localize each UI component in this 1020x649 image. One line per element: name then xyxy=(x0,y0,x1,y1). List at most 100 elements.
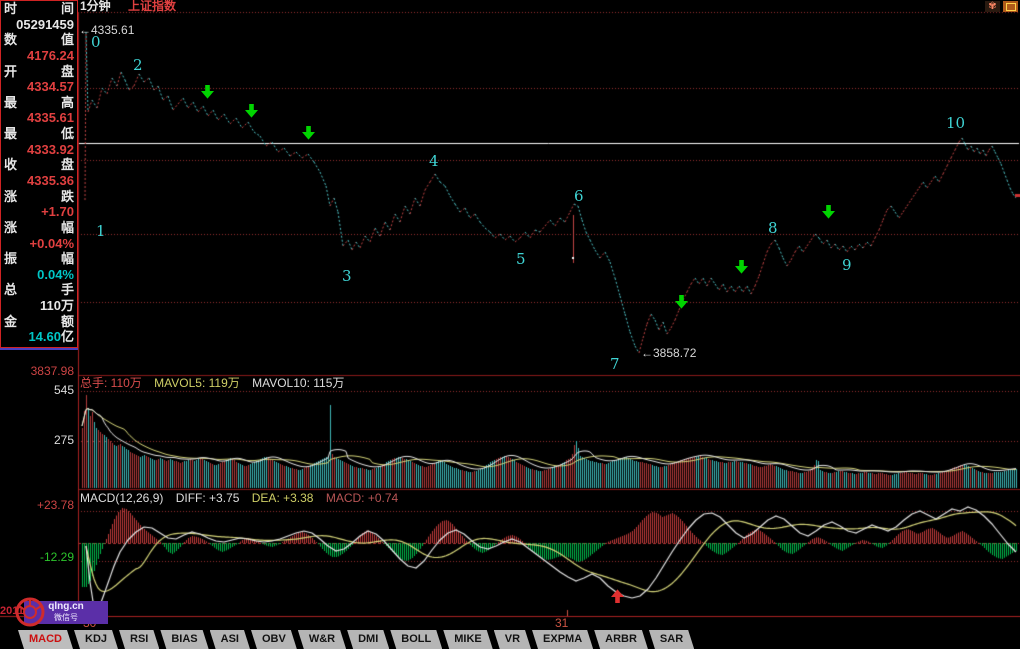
field-label-char: 收 xyxy=(4,157,18,173)
sidebar-field-value-row: 14.60亿 xyxy=(1,329,77,345)
field-value: 110 xyxy=(40,298,61,314)
field-label-char: 低 xyxy=(60,126,74,142)
sell-signal-arrow-icon xyxy=(302,126,315,140)
field-value: 4335.36 xyxy=(27,173,74,188)
field-value: 4334.57 xyxy=(27,79,74,95)
volume-total-label: 总手: 110万 xyxy=(80,376,142,390)
tab-bias[interactable]: BIAS xyxy=(160,630,208,649)
field-value: 4335.61 xyxy=(27,110,74,126)
sidebar-field-label-row: 金额 xyxy=(1,314,77,330)
field-value-unit: 万 xyxy=(60,298,74,314)
field-label-char: 盘 xyxy=(60,63,74,79)
tab-kdj[interactable]: KDJ xyxy=(74,630,118,649)
tab-mike[interactable]: MIKE xyxy=(443,630,493,649)
field-value-unit: 亿 xyxy=(60,329,74,345)
indicator-tab-bar: MACD KDJ RSI BIAS ASI OBV W&R DMI BOLL MIKE VR EXPM… xyxy=(0,630,1020,649)
field-label-char: 幅 xyxy=(60,251,74,267)
field-label-char: 涨 xyxy=(4,188,18,204)
tab-rsi[interactable]: RSI xyxy=(119,630,159,649)
sell-signal-arrow-icon xyxy=(675,295,688,309)
field-label-char: 涨 xyxy=(4,219,18,235)
macd-panel-header: MACD(12,26,9) DIFF: +3.75 DEA: +3.38 MAC… xyxy=(80,492,407,504)
field-label-char: 值 xyxy=(60,32,74,48)
sidebar-field-value-row: +0.04% xyxy=(1,236,77,252)
restore-window-icon-glyph xyxy=(1005,2,1016,11)
quote-sidebar: 时间 05291459 数值 4176.24 开盘 4334.57 最高 4335.61 最低 4… xyxy=(0,0,78,348)
sidebar-field-value-row: 4334.57 xyxy=(1,79,77,95)
restore-window-icon[interactable] xyxy=(1003,1,1018,12)
flower-icon[interactable]: ✾ xyxy=(985,1,1000,12)
macd-axis-max-label: +23.78 xyxy=(36,498,74,512)
sidebar-field-label-row: 收盘 xyxy=(1,157,77,173)
swing-number-label: 2 xyxy=(133,56,143,74)
swing-number-label: 5 xyxy=(516,250,526,268)
sidebar-field-label-row: 最高 xyxy=(1,95,77,111)
swing-number-label: 7 xyxy=(610,355,620,373)
tab-arbr[interactable]: ARBR xyxy=(594,630,648,649)
sidebar-field-value-row: 4333.92 xyxy=(1,142,77,158)
period-label: 1分钟 xyxy=(80,0,111,13)
sidebar-bottom-accent-line xyxy=(0,348,78,350)
index-name-label[interactable]: 上证指数 xyxy=(128,0,177,13)
quote-sidebar-rows: 时间 05291459 数值 4176.24 开盘 4334.57 最高 4335.61 最低 4… xyxy=(1,1,77,345)
tab-wandr[interactable]: W&R xyxy=(298,630,346,649)
field-value: 4333.92 xyxy=(27,141,74,157)
field-value: 14.60 xyxy=(28,329,61,345)
field-value: +1.70 xyxy=(41,204,74,220)
sidebar-field-label-row: 数值 xyxy=(1,32,77,48)
sidebar-field-label-row: 涨跌 xyxy=(1,189,77,205)
field-label-char: 高 xyxy=(60,94,74,110)
tab-asi[interactable]: ASI xyxy=(210,630,250,649)
volume-panel-header: 总手: 110万 MAVOL5: 119万 MAVOL10: 115万 xyxy=(80,377,353,389)
sidebar-field-label-row: 总手 xyxy=(1,282,77,298)
mavol10-label: MAVOL10: 115万 xyxy=(252,376,345,390)
field-value: 0.04% xyxy=(37,266,74,282)
tab-obv[interactable]: OBV xyxy=(251,630,297,649)
tab-dmi[interactable]: DMI xyxy=(347,630,389,649)
swing-number-label: 6 xyxy=(574,187,584,205)
tab-boll[interactable]: BOLL xyxy=(390,630,442,649)
field-label-char: 总 xyxy=(4,282,18,298)
sidebar-field-value-row: 4335.61 xyxy=(1,110,77,126)
swing-number-label: 1 xyxy=(96,222,106,240)
watermark-site-text: qlng.cn xyxy=(48,601,84,612)
field-label-char: 幅 xyxy=(60,219,74,235)
mavol5-label: MAVOL5: 119万 xyxy=(154,376,240,390)
diff-value-label: DIFF: +3.75 xyxy=(175,491,240,505)
field-label-char: 最 xyxy=(4,94,18,110)
sidebar-field-label-row: 涨幅 xyxy=(1,220,77,236)
window-corner-icons: ✾ xyxy=(985,1,1018,12)
tab-vr[interactable]: VR xyxy=(494,630,531,649)
field-label-char: 金 xyxy=(4,313,18,329)
field-label-char: 跌 xyxy=(60,188,74,204)
sidebar-field-value-row: 0.04% xyxy=(1,267,77,283)
volume-axis-mid-label: 275 xyxy=(53,433,74,447)
field-label-char: 盘 xyxy=(60,157,74,173)
sell-signal-arrow-icon xyxy=(822,205,835,219)
tab-macd[interactable]: MACD xyxy=(18,630,73,649)
tab-sar[interactable]: SAR xyxy=(649,630,694,649)
sidebar-field-value-row: 4176.24 xyxy=(1,48,77,64)
sidebar-field-value-row: 110万 xyxy=(1,298,77,314)
field-value: 4176.24 xyxy=(27,47,74,63)
chart-title-bar: 1分钟 上证指数 xyxy=(80,0,176,12)
field-label-char: 时 xyxy=(4,1,18,16)
field-label-char: 数 xyxy=(4,32,18,48)
sell-signal-arrow-icon xyxy=(735,260,748,274)
field-value: +0.04% xyxy=(29,235,74,251)
field-label-char: 间 xyxy=(60,1,74,16)
swing-number-label: 4 xyxy=(429,152,439,170)
watermark-logo-icon xyxy=(15,597,45,627)
sell-signal-arrow-icon xyxy=(245,104,258,118)
price-callout-label: ←4335.61 xyxy=(79,23,135,37)
field-label-char: 手 xyxy=(60,282,74,298)
buy-signal-arrow-icon xyxy=(611,589,624,603)
macd-name-label: MACD(12,26,9) xyxy=(80,491,164,505)
tab-expma[interactable]: EXPMA xyxy=(532,630,593,649)
field-label-char: 开 xyxy=(4,63,18,79)
field-label-char: 最 xyxy=(4,126,18,142)
sidebar-field-value-row: +1.70 xyxy=(1,204,77,220)
dea-value-label: DEA: +3.38 xyxy=(251,491,314,505)
